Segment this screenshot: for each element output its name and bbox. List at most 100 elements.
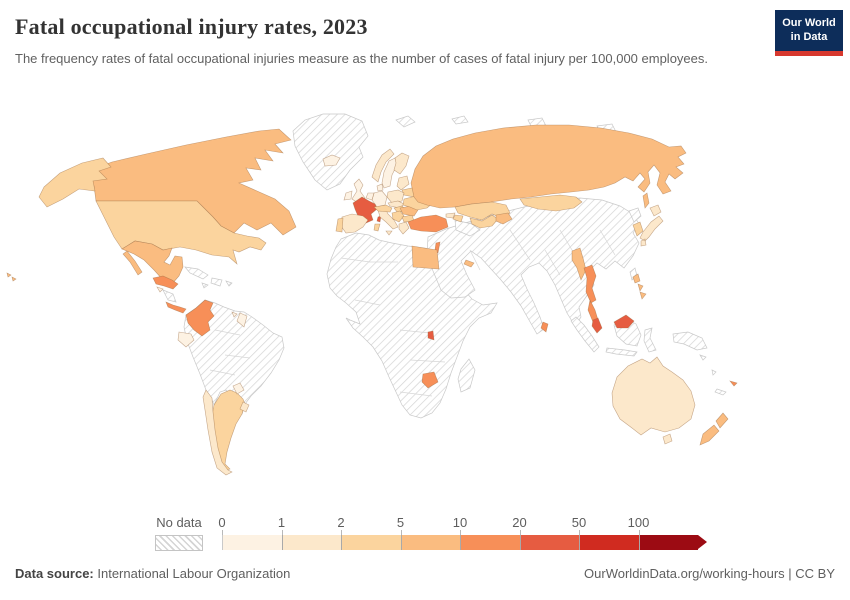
country-australia[interactable]: australia: 1-2 [611,356,696,445]
legend-color-scale[interactable]: 0 1 2 5 10 20 50 100 [218,515,722,550]
country-guyana[interactable]: guyana: 0-1 [236,312,248,328]
country-baltic-states[interactable]: baltic-states: 1-2 [396,175,410,191]
country-uzbekistan[interactable]: uzbekistan: 2-5 [469,214,499,229]
country-guatemala-honduras[interactable]: guatemala-honduras: 10-20 [152,275,179,290]
country-mexico[interactable]: mexico: 5-10 [121,240,184,285]
country-canada[interactable]: canada: 5-10 [78,128,297,236]
country-benelux[interactable]: benelux: 0-1 [365,192,375,201]
country-azerbaijan[interactable]: azerbaijan: 2-5 [452,214,464,223]
region-sumatra[interactable] [570,316,600,353]
country-myanmar[interactable]: myanmar: 5-10 [571,247,587,281]
border-hint-6 [509,229,531,261]
owid-logo[interactable]: Our World in Data [775,10,843,56]
country-colombia[interactable]: colombia: 10-20 [185,299,215,337]
country-paraguay[interactable]: paraguay: 0-1 [232,382,245,395]
page-title: Fatal occupational injury rates, 2023 [15,14,368,39]
region-java[interactable] [605,347,638,357]
country-chile[interactable]: chile: 1-2 [202,389,233,476]
country-burundi-rwanda[interactable]: burundi-rwanda: 20-50 [427,330,435,341]
region-jamaica[interactable] [201,282,209,289]
no-data-swatch [155,535,203,551]
country-finland[interactable]: finland: 1-2 [393,152,410,175]
country-trinidad[interactable]: trinidad: 0-1 [231,311,238,318]
country-ireland[interactable]: ireland: 0-1 [343,190,353,201]
border-hint-10 [214,329,241,336]
country-portugal[interactable]: portugal: 2-5 [335,217,344,233]
legend-segment-50-100[interactable] [579,535,639,550]
country-japan[interactable]: japan: 1-2 [639,204,664,247]
map-legend: No data 0 1 2 5 10 20 50 100 [0,515,850,557]
no-data-label: No data [156,515,202,530]
country-mongolia[interactable]: mongolia: 2-5 [519,194,583,212]
legend-segment-20-50[interactable] [519,535,579,550]
credit-link[interactable]: OurWorldinData.org/working-hours | CC BY [584,566,835,581]
legend-no-data[interactable]: No data [155,515,203,551]
region-madagascar[interactable] [457,358,476,393]
country-philippines[interactable]: philippines: 5-10 [632,273,647,300]
country-malaysia-peninsula[interactable]: malaysia-peninsula: 20-50 [591,317,603,334]
legend-segment-2-5[interactable] [341,535,401,550]
country-south-korea[interactable]: south-korea: 2-5 [632,221,644,237]
region-svalbard[interactable] [395,115,416,128]
owid-logo-text: Our World in Data [775,10,843,51]
region-cuba[interactable] [184,266,209,280]
country-kyrgyzstan-tajikistan[interactable]: kyrgyzstan-tajikistan: 5-10 [495,212,513,225]
country-new-zealand[interactable]: new-zealand: 5-10 [699,412,729,446]
region-greenland[interactable] [292,113,369,191]
country-malaysia-borneo[interactable]: malaysia-borneo: 20-50 [613,314,635,329]
chart-footer: Data source: International Labour Organi… [0,566,850,581]
country-hawaii-usa[interactable]: hawaii-usa: 5-10 [6,272,17,282]
region-new-guinea[interactable] [672,331,708,351]
region-franz-josef-land[interactable] [451,115,469,125]
legend-tick-label-1: 1 [277,515,286,530]
region-turkmenistan[interactable] [454,219,481,237]
legend-tick-labels: 0 1 2 5 10 20 50 100 [218,515,722,530]
country-ecuador[interactable]: ecuador: 0-1 [177,331,195,348]
country-iceland[interactable]: iceland: 0-1 [322,154,341,167]
region-vanuatu[interactable] [711,369,717,376]
data-regions: canada: 5-10alaska-usa: 2-5united-states… [6,124,738,476]
country-costa-rica-panama[interactable]: costa-rica-panama: 10-20 [165,301,187,314]
country-georgia[interactable]: georgia: 1-2 [445,212,456,219]
country-turkey[interactable]: turkey: 10-20 [407,214,449,233]
country-fiji[interactable]: fiji: 10-20 [729,380,738,387]
country-spain[interactable]: spain: 1-2 [340,213,369,234]
country-denmark[interactable]: denmark: 0-1 [376,183,384,192]
country-egypt[interactable]: egypt: 5-10 [411,245,440,270]
border-hint-8 [599,229,616,256]
country-norway[interactable]: norway: 1-2 [371,148,395,183]
country-poland[interactable]: poland: 1-2 [386,189,405,204]
country-el-salvador[interactable]: el-salvador: 0-1 [156,286,164,293]
legend-segment-0-1[interactable] [222,535,282,550]
border-hint-3 [409,359,446,363]
country-greece[interactable]: greece: 1-2 [398,221,410,235]
country-uruguay[interactable]: uruguay: 1-2 [239,401,250,413]
legend-segment-10-20[interactable] [460,535,520,550]
data-source: Data source: International Labour Organi… [15,566,290,581]
region-solomon-islands[interactable] [699,354,707,361]
world-map[interactable]: canada: 5-10alaska-usa: 2-5united-states… [0,110,850,512]
legend-segment-1-2[interactable] [281,535,341,550]
region-puerto-rico[interactable] [225,280,233,287]
region-africa-core[interactable] [326,232,498,419]
country-switzerland-austria[interactable]: switzerland-austria: 2-5 [373,204,393,213]
data-source-label: Data source: [15,566,94,581]
region-north-korea[interactable] [628,207,642,223]
country-alaska-usa[interactable]: alaska-usa: 2-5 [38,157,112,208]
border-hint-1 [354,299,381,306]
region-new-caledonia[interactable] [714,388,727,396]
country-russia[interactable]: russia: 5-10 [410,124,687,209]
country-sri-lanka[interactable]: sri-lanka: 10-20 [540,321,549,333]
region-nicaragua[interactable] [162,289,177,303]
country-balkans[interactable]: balkans: 2-5 [391,210,405,223]
country-sardinia-italy[interactable]: sardinia-italy: 2-5 [373,223,381,232]
region-asia-core[interactable] [426,197,640,335]
legend-segment-5-10[interactable] [400,535,460,550]
country-sakhalin-russia[interactable]: sakhalin-russia: 5-10 [642,192,650,209]
country-zimbabwe[interactable]: zimbabwe: 10-20 [421,371,439,389]
legend-segment-100+[interactable] [638,535,698,550]
country-qatar-uae[interactable]: qatar-uae: 5-10 [463,259,475,268]
region-hispaniola[interactable] [210,277,223,287]
region-sulawesi[interactable] [643,327,657,353]
